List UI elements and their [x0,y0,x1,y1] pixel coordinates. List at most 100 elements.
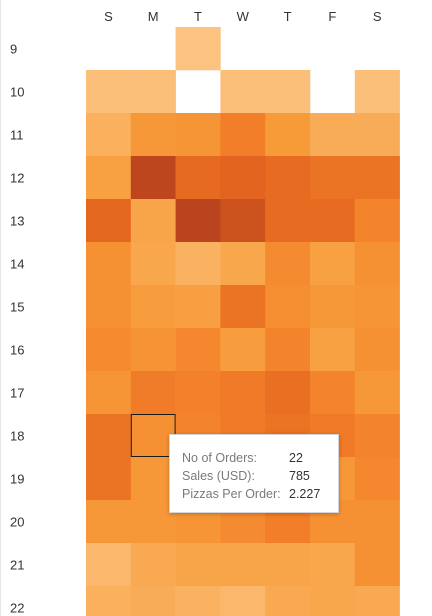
heatmap-cell[interactable] [130,586,176,616]
heatmap-cell[interactable] [220,156,266,200]
heatmap-cell[interactable] [354,285,400,329]
heatmap-cell[interactable] [265,371,311,415]
heatmap-cell[interactable] [86,70,132,114]
heatmap-cell[interactable] [175,285,221,329]
heatmap-cell[interactable] [220,199,266,243]
heatmap-cell[interactable] [86,156,132,200]
x-tick-label: M [148,9,159,24]
y-tick-label: 22 [10,601,24,616]
heatmap-cell[interactable] [310,586,356,616]
heatmap-cell[interactable] [220,371,266,415]
heatmap-cell[interactable] [86,285,132,329]
heatmap-cell[interactable] [220,543,266,587]
heatmap-cell[interactable] [86,414,132,458]
y-tick-label: 10 [10,85,24,100]
heatmap-cell[interactable] [220,70,266,114]
heatmap-cell[interactable] [86,500,132,544]
heatmap-cell[interactable] [175,543,221,587]
heatmap-cell[interactable] [175,371,221,415]
heatmap-cell[interactable] [220,328,266,372]
heatmap-cell[interactable] [354,156,400,200]
heatmap-cell[interactable] [130,371,176,415]
heatmap-cell[interactable] [354,328,400,372]
y-tick-label: 14 [10,257,24,272]
x-tick-label: S [373,9,382,24]
tooltip: No of Orders: 22 Sales (USD): 785 Pizzas… [169,434,339,513]
tooltip-row-orders: No of Orders: 22 [182,449,338,467]
heatmap-cell[interactable] [310,543,356,587]
y-tick-label: 11 [10,128,24,143]
heatmap-cell[interactable] [310,242,356,286]
heatmap-cell[interactable] [86,328,132,372]
heatmap-cell[interactable] [265,113,311,157]
heatmap-cell[interactable] [130,543,176,587]
tooltip-row-pizzas-per-order: Pizzas Per Order: 2.227 [182,485,338,503]
heatmap-cell[interactable] [130,242,176,286]
heatmap-cell[interactable] [175,156,221,200]
heatmap-cell[interactable] [130,457,176,501]
tooltip-label-orders: No of Orders: [182,451,258,465]
heatmap-cell[interactable] [354,113,400,157]
x-tick-label: W [237,9,250,24]
heatmap-cell[interactable] [175,328,221,372]
heatmap-cell[interactable] [86,242,132,286]
heatmap-cell[interactable] [265,242,311,286]
y-tick-label: 21 [10,558,24,573]
heatmap-cell[interactable] [130,70,176,114]
heatmap-cell[interactable] [130,113,176,157]
heatmap-cell[interactable] [86,113,132,157]
heatmap-cell[interactable] [175,113,221,157]
heatmap-cell[interactable] [354,371,400,415]
heatmap-cell[interactable] [220,285,266,329]
x-tick-label: F [328,9,336,24]
tooltip-label-pizzas-per-order: Pizzas Per Order: [182,487,281,501]
heatmap-cell[interactable] [86,586,132,616]
heatmap-cell[interactable] [220,586,266,616]
heatmap-cell[interactable] [354,543,400,587]
heatmap-cell[interactable] [310,371,356,415]
heatmap-cell[interactable] [310,328,356,372]
x-tick-label: T [194,9,202,24]
heatmap-cell[interactable] [86,457,132,501]
y-tick-label: 12 [10,171,24,186]
heatmap-cell[interactable] [86,371,132,415]
heatmap-cell[interactable] [354,199,400,243]
heatmap-cell[interactable] [265,285,311,329]
heatmap-cell[interactable] [265,156,311,200]
heatmap-cell[interactable] [354,414,400,458]
heatmap-cell[interactable] [354,500,400,544]
tooltip-value-orders: 22 [289,451,303,465]
heatmap-cell[interactable] [130,328,176,372]
heatmap-cell[interactable] [130,285,176,329]
y-tick-label: 18 [10,429,24,444]
heatmap-cell[interactable] [86,199,132,243]
heatmap-cell[interactable] [310,113,356,157]
heatmap-cell[interactable] [220,242,266,286]
heatmap-cell[interactable] [310,199,356,243]
heatmap-cell[interactable] [175,242,221,286]
heatmap-cell[interactable] [220,113,266,157]
heatmap-cell[interactable] [86,543,132,587]
heatmap-cell[interactable] [354,586,400,616]
heatmap-cell[interactable] [265,543,311,587]
heatmap-cell[interactable] [265,586,311,616]
tooltip-value-sales: 785 [289,469,310,483]
heatmap-cell[interactable] [354,457,400,501]
heatmap-cell[interactable] [265,328,311,372]
tooltip-label-sales: Sales (USD): [182,469,255,483]
heatmap-cell[interactable] [175,27,221,71]
heatmap-cell[interactable] [175,199,221,243]
heatmap-cell[interactable] [310,285,356,329]
heatmap-cell[interactable] [310,156,356,200]
heatmap-cell[interactable] [175,586,221,616]
heatmap-cell[interactable] [130,156,176,200]
heatmap-cell[interactable] [265,199,311,243]
heatmap-cell[interactable] [354,70,400,114]
heatmap-cell[interactable] [130,500,176,544]
heatmap-cell[interactable] [265,70,311,114]
heatmap-cell[interactable] [354,242,400,286]
tooltip-value-pizzas-per-order: 2.227 [289,487,321,501]
heatmap-cell[interactable] [130,414,176,458]
heatmap-cell[interactable] [130,199,176,243]
y-tick-label: 13 [10,214,24,229]
